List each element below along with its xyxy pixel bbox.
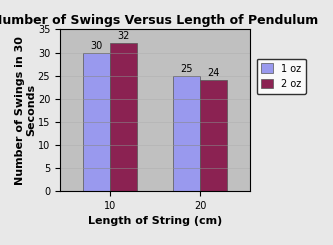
Text: 25: 25 bbox=[180, 64, 193, 74]
Text: 24: 24 bbox=[207, 68, 220, 78]
Legend: 1 oz, 2 oz: 1 oz, 2 oz bbox=[256, 59, 306, 94]
Text: 32: 32 bbox=[117, 31, 130, 41]
X-axis label: Length of String (cm): Length of String (cm) bbox=[88, 216, 222, 226]
Title: Number of Swings Versus Length of Pendulum: Number of Swings Versus Length of Pendul… bbox=[0, 14, 318, 27]
Bar bbox=[83, 52, 110, 191]
Text: 30: 30 bbox=[90, 41, 102, 51]
Bar bbox=[173, 76, 200, 191]
Y-axis label: Number of Swings in 30
Seconds: Number of Swings in 30 Seconds bbox=[15, 36, 36, 185]
Bar bbox=[110, 43, 137, 191]
Bar bbox=[200, 80, 227, 191]
